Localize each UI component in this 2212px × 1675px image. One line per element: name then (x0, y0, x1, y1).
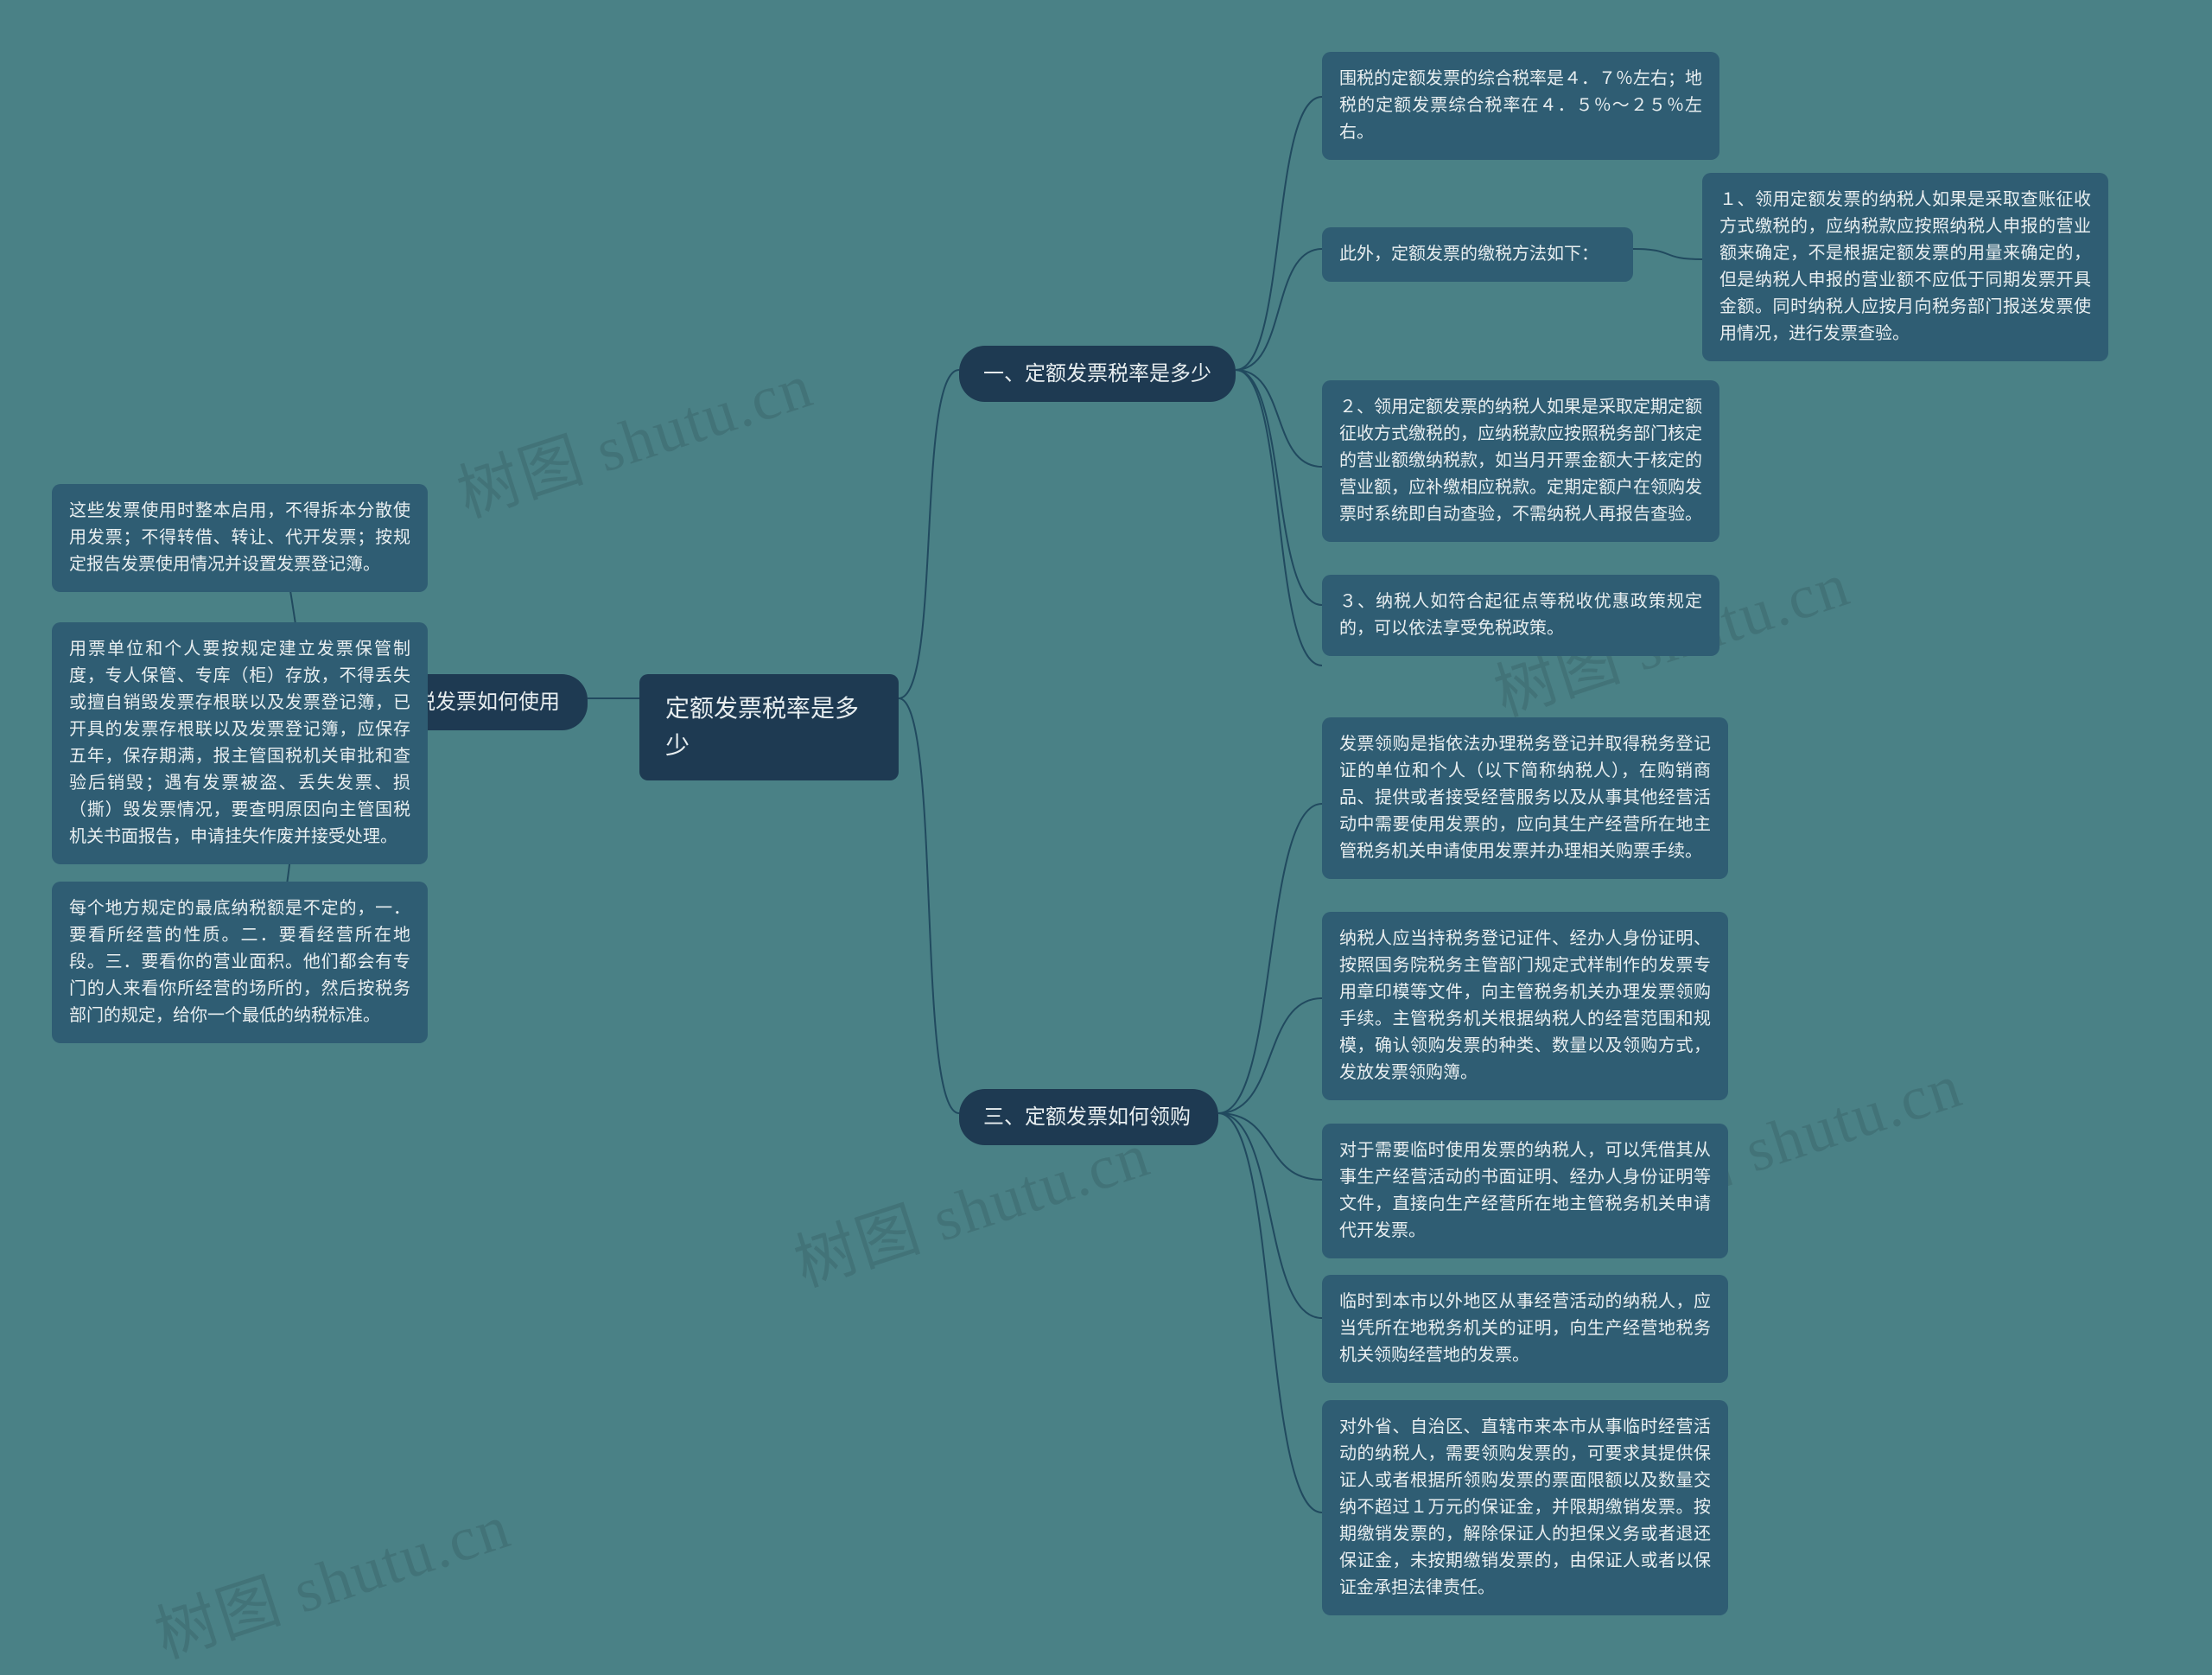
leaf-2-2[interactable]: 用票单位和个人要按规定建立发票保管制度，专人保管、专库（柜）存放，不得丢失或擅自… (52, 622, 428, 864)
watermark: 树图 shutu.cn (142, 1475, 520, 1675)
leaf-2-3[interactable]: 每个地方规定的最底纳税额是不定的，一．要看所经营的性质。二．要看经营所在地段。三… (52, 882, 428, 1043)
center-node[interactable]: 定额发票税率是多少 (639, 674, 899, 780)
leaf-1-1[interactable]: 围税的定额发票的综合税率是４．７％左右；地税的定额发票综合税率在４．５％～２５％… (1322, 52, 1719, 160)
leaf-3-4[interactable]: 临时到本市以外地区从事经营活动的纳税人，应当凭所在地税务机关的证明，向生产经营地… (1322, 1275, 1728, 1383)
leaf-1-2[interactable]: 此外，定额发票的缴税方法如下： (1322, 227, 1633, 282)
leaf-1-2-a[interactable]: １、领用定额发票的纳税人如果是采取查账征收方式缴税的，应纳税款应按照纳税人申报的… (1702, 173, 2108, 361)
leaf-1-3[interactable]: ２、领用定额发票的纳税人如果是采取定期定额征收方式缴税的，应纳税款应按照税务部门… (1322, 380, 1719, 542)
leaf-2-1[interactable]: 这些发票使用时整本启用，不得拆本分散使用发票；不得转借、转让、代开发票；按规定报… (52, 484, 428, 592)
leaf-3-5[interactable]: 对外省、自治区、直辖市来本市从事临时经营活动的纳税人，需要领购发票的，可要求其提… (1322, 1400, 1728, 1615)
leaf-3-2[interactable]: 纳税人应当持税务登记证件、经办人身份证明、按照国务院税务主管部门规定式样制作的发… (1322, 912, 1728, 1100)
branch-3[interactable]: 三、定额发票如何领购 (959, 1089, 1218, 1145)
leaf-3-1[interactable]: 发票领购是指依法办理税务登记并取得税务登记证的单位和个人（以下简称纳税人），在购… (1322, 717, 1728, 879)
leaf-1-4[interactable]: ３、纳税人如符合起征点等税收优惠政策规定的，可以依法享受免税政策。 (1322, 575, 1719, 656)
watermark: 树图 shutu.cn (444, 334, 823, 534)
leaf-3-3[interactable]: 对于需要临时使用发票的纳税人，可以凭借其从事生产经营活动的书面证明、经办人身份证… (1322, 1124, 1728, 1258)
branch-1[interactable]: 一、定额发票税率是多少 (959, 346, 1236, 402)
